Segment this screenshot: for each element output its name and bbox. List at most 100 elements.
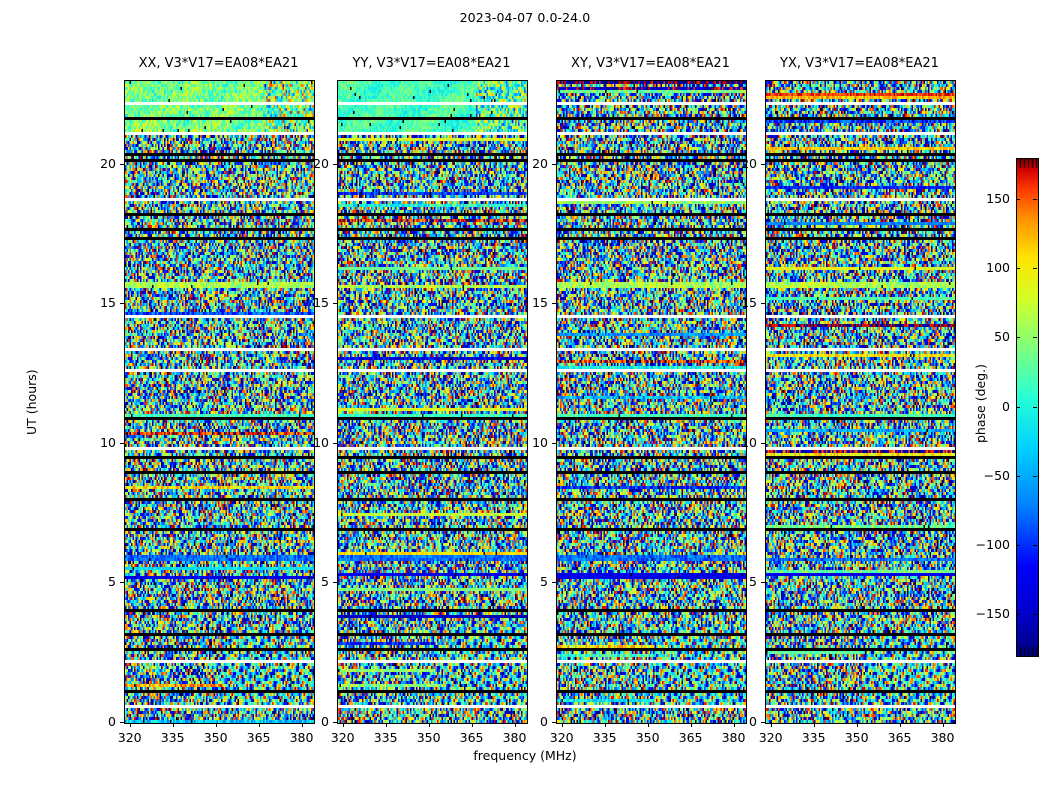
x-tick-label: 365 <box>459 730 484 745</box>
y-tick-label: 0 <box>321 714 329 729</box>
colorbar-tick-mark <box>1033 476 1037 477</box>
waterfall-plot-yy[interactable] <box>337 80 528 724</box>
waterfall-image <box>557 81 746 723</box>
x-tick-mark <box>734 723 735 727</box>
x-tick-label: 365 <box>246 730 271 745</box>
y-tick-mark <box>333 582 337 583</box>
x-tick-mark <box>429 723 430 727</box>
x-tick-label: 335 <box>373 730 398 745</box>
colorbar-tick-label: −150 <box>975 605 1010 621</box>
y-tick-mark <box>120 303 124 304</box>
figure-suptitle: 2023-04-07 0.0-24.0 <box>459 10 591 25</box>
x-tick-mark <box>605 723 606 727</box>
y-tick-label: 0 <box>749 714 757 729</box>
x-tick-mark <box>515 723 516 727</box>
x-tick-mark <box>648 723 649 727</box>
colorbar-tick-mark <box>1033 268 1037 269</box>
y-tick-label: 10 <box>100 434 116 450</box>
y-tick-mark <box>552 164 556 165</box>
y-tick-mark <box>552 303 556 304</box>
waterfall-image <box>125 81 314 723</box>
y-tick-mark <box>120 582 124 583</box>
waterfall-image <box>338 81 527 723</box>
y-tick-label: 15 <box>313 295 329 311</box>
colorbar-tick-mark <box>1033 545 1037 546</box>
panel-title-yx: YX, V3*V17=EA08*EA21 <box>780 56 939 71</box>
colorbar-tick-mark <box>1016 199 1020 200</box>
y-tick-mark <box>761 164 765 165</box>
waterfall-plot-yx[interactable] <box>765 80 956 724</box>
colorbar-tick-mark <box>1033 407 1037 408</box>
x-tick-label: 320 <box>758 730 783 745</box>
x-tick-mark <box>857 723 858 727</box>
y-tick-mark <box>333 722 337 723</box>
x-tick-mark <box>386 723 387 727</box>
colorbar-tick-label: 0 <box>1002 398 1010 414</box>
y-tick-mark <box>552 722 556 723</box>
colorbar-gradient <box>1016 158 1039 657</box>
y-tick-label: 5 <box>540 574 548 590</box>
panel-title-xx: XX, V3*V17=EA08*EA21 <box>138 56 299 71</box>
waterfall-image <box>766 81 955 723</box>
x-tick-label: 350 <box>844 730 869 745</box>
y-tick-mark <box>333 303 337 304</box>
y-tick-label: 15 <box>100 295 116 311</box>
x-tick-label: 335 <box>160 730 185 745</box>
x-axis-label: frequency (MHz) <box>473 748 577 763</box>
x-tick-mark <box>943 723 944 727</box>
waterfall-plot-xx[interactable] <box>124 80 315 724</box>
panel-title-yy: YY, V3*V17=EA08*EA21 <box>352 56 511 71</box>
y-axis-label: UT (hours) <box>24 369 39 435</box>
x-tick-label: 350 <box>635 730 660 745</box>
y-tick-label: 0 <box>540 714 548 729</box>
y-tick-label: 20 <box>741 155 757 171</box>
waterfall-plot-xy[interactable] <box>556 80 747 724</box>
y-tick-mark <box>761 722 765 723</box>
x-tick-label: 365 <box>678 730 703 745</box>
x-tick-mark <box>814 723 815 727</box>
colorbar-tick-mark <box>1016 268 1020 269</box>
x-tick-mark <box>259 723 260 727</box>
y-tick-label: 5 <box>749 574 757 590</box>
x-tick-mark <box>216 723 217 727</box>
x-tick-label: 380 <box>930 730 955 745</box>
colorbar-tick-mark <box>1033 199 1037 200</box>
y-tick-mark <box>761 443 765 444</box>
y-tick-label: 15 <box>741 295 757 311</box>
colorbar-tick-mark <box>1016 407 1020 408</box>
y-tick-label: 20 <box>100 155 116 171</box>
x-tick-label: 320 <box>549 730 574 745</box>
y-tick-mark <box>761 582 765 583</box>
x-tick-label: 320 <box>330 730 355 745</box>
y-tick-label: 10 <box>741 434 757 450</box>
x-tick-mark <box>302 723 303 727</box>
x-tick-label: 320 <box>117 730 142 745</box>
y-tick-mark <box>333 443 337 444</box>
x-tick-mark <box>130 723 131 727</box>
x-tick-label: 350 <box>203 730 228 745</box>
y-tick-label: 0 <box>108 714 116 729</box>
x-tick-label: 350 <box>416 730 441 745</box>
y-tick-label: 10 <box>532 434 548 450</box>
x-tick-label: 380 <box>721 730 746 745</box>
x-tick-label: 365 <box>887 730 912 745</box>
x-tick-mark <box>173 723 174 727</box>
x-tick-mark <box>771 723 772 727</box>
panel-title-xy: XY, V3*V17=EA08*EA21 <box>571 56 730 71</box>
y-tick-label: 15 <box>532 295 548 311</box>
x-tick-label: 335 <box>801 730 826 745</box>
x-tick-mark <box>691 723 692 727</box>
colorbar-tick-mark <box>1033 337 1037 338</box>
colorbar-label: phase (deg.) <box>973 363 988 443</box>
y-tick-mark <box>552 582 556 583</box>
y-tick-mark <box>552 443 556 444</box>
x-tick-mark <box>562 723 563 727</box>
y-tick-label: 5 <box>108 574 116 590</box>
colorbar-tick-mark <box>1016 614 1020 615</box>
colorbar-tick-mark <box>1016 545 1020 546</box>
y-tick-label: 20 <box>313 155 329 171</box>
x-tick-mark <box>900 723 901 727</box>
colorbar-tick-label: 100 <box>986 260 1010 276</box>
y-tick-label: 20 <box>532 155 548 171</box>
